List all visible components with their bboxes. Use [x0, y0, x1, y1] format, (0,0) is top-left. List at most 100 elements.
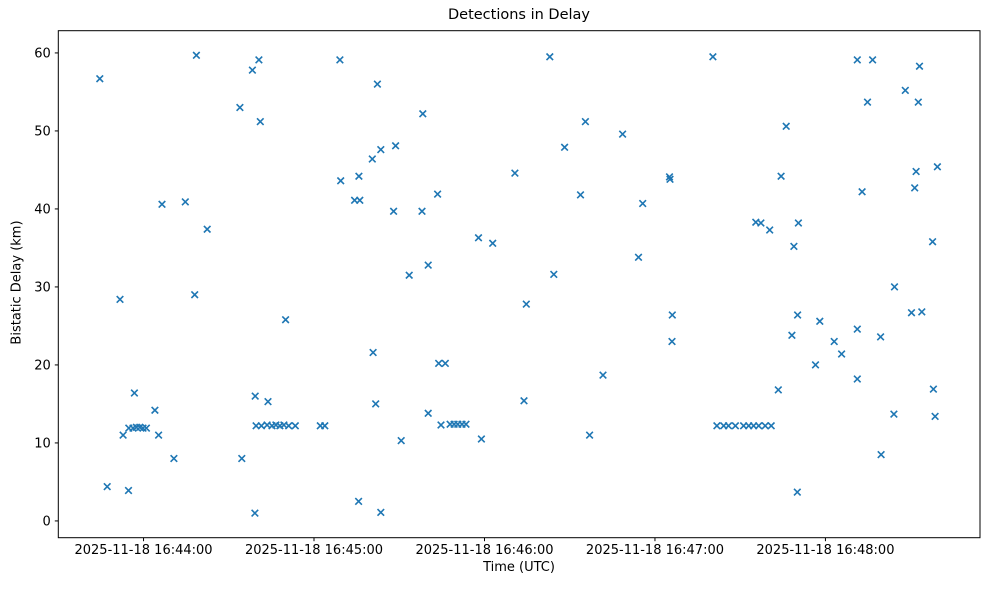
scatter-marker	[376, 145, 385, 154]
scatter-marker	[928, 237, 937, 246]
y-tick-label: 50	[34, 124, 51, 139]
scatter-marker	[520, 396, 528, 405]
scatter-marker	[665, 173, 674, 181]
scatter-marker	[336, 176, 345, 185]
scatter-marker	[251, 392, 260, 400]
scatter-marker	[915, 62, 924, 71]
scatter-marker	[103, 482, 112, 491]
scatter-marker	[917, 308, 926, 316]
scatter-marker	[761, 421, 770, 430]
scatter-marker	[581, 117, 590, 126]
scatter-marker	[369, 348, 377, 357]
scatter-marker	[599, 371, 607, 379]
y-tick-label: 0	[43, 514, 51, 529]
scatter-marker	[907, 308, 916, 317]
scatter-marker	[767, 421, 776, 430]
scatter-marker	[255, 56, 263, 64]
scatter-marker	[424, 409, 433, 418]
scatter-marker	[434, 359, 443, 368]
scatter-marker	[788, 331, 796, 340]
scatter-marker	[929, 385, 938, 393]
scatter-marker	[368, 155, 377, 163]
scatter-marker	[638, 199, 647, 208]
scatter-marker	[901, 86, 910, 95]
scatter-marker	[142, 424, 151, 432]
scatter-marker	[130, 389, 139, 397]
scatter-marker	[668, 337, 676, 346]
scatter-marker	[376, 508, 385, 517]
scatter-marker	[549, 270, 558, 279]
scatter-marker	[757, 219, 765, 227]
scatter-marker	[858, 187, 866, 196]
scatter-marker	[853, 375, 862, 383]
scatter-marker	[373, 80, 382, 88]
scatter-marker	[912, 167, 920, 176]
scatter-marker	[774, 386, 783, 394]
scatter-marker	[192, 51, 201, 60]
scatter-marker	[709, 52, 717, 61]
scatter-marker	[585, 431, 594, 439]
scatter-marker	[418, 207, 426, 216]
scatter-marker	[837, 350, 846, 358]
scatter-marker	[790, 242, 798, 251]
scatter-marker	[441, 359, 450, 368]
scatter-marker	[248, 66, 257, 74]
scatter-marker	[264, 397, 272, 406]
scatter-marker	[477, 435, 486, 443]
scatter-marker	[853, 325, 862, 333]
scatter-marker	[354, 497, 363, 506]
scatter-marker	[815, 317, 824, 326]
scatter-marker	[397, 436, 406, 445]
scatter-marker	[355, 172, 363, 181]
scatter-marker	[668, 311, 677, 319]
scatter-marker	[488, 239, 497, 248]
scatter-marker	[877, 450, 885, 459]
scatter-marker	[158, 200, 166, 209]
scatter-marker	[793, 311, 802, 319]
scatter-marker	[914, 98, 923, 106]
scatter-marker	[511, 169, 519, 177]
scatter-marker	[782, 122, 791, 131]
scatter-marker	[868, 56, 877, 64]
scatter-marker	[190, 290, 199, 299]
scatter-marker	[151, 406, 159, 415]
scatter-marker	[462, 420, 470, 429]
scatter-marker	[281, 315, 290, 324]
scatter-marker	[793, 488, 802, 496]
scatter-marker	[389, 207, 398, 216]
scatter-marker	[890, 410, 898, 418]
x-axis-label: Time (UTC)	[483, 560, 555, 575]
scatter-marker	[724, 421, 733, 430]
scatter-marker	[391, 141, 400, 150]
scatter-marker	[474, 233, 483, 242]
scatter-marker	[713, 421, 721, 430]
scatter-marker	[853, 56, 862, 64]
scatter-marker	[336, 56, 344, 64]
x-tick-label: 2025-11-18 16:48:00	[756, 543, 894, 558]
scatter-marker	[545, 52, 554, 61]
scatter-marker	[371, 400, 380, 408]
scatter-marker	[754, 421, 763, 430]
scatter-marker	[119, 431, 127, 439]
scatter-marker	[666, 175, 674, 184]
scatter-marker	[560, 143, 569, 152]
y-tick-label: 10	[34, 436, 51, 451]
scatter-marker	[933, 162, 942, 171]
scatter-marker	[203, 225, 212, 234]
scatter-marker	[433, 190, 442, 198]
scatter-marker	[437, 421, 445, 429]
scatter-marker	[522, 300, 531, 308]
y-tick-label: 30	[34, 280, 51, 295]
x-tick-label: 2025-11-18 16:45:00	[245, 543, 383, 558]
x-tick-label: 2025-11-18 16:46:00	[415, 543, 553, 558]
x-tick-label: 2025-11-18 16:47:00	[586, 543, 724, 558]
plot-frame	[57, 30, 981, 539]
scatter-marker	[405, 271, 414, 280]
y-tick-label: 20	[34, 358, 51, 373]
scatter-marker	[811, 361, 820, 369]
scatter-marker	[863, 98, 872, 106]
scatter-marker	[876, 333, 885, 341]
scatter-marker	[237, 454, 246, 463]
